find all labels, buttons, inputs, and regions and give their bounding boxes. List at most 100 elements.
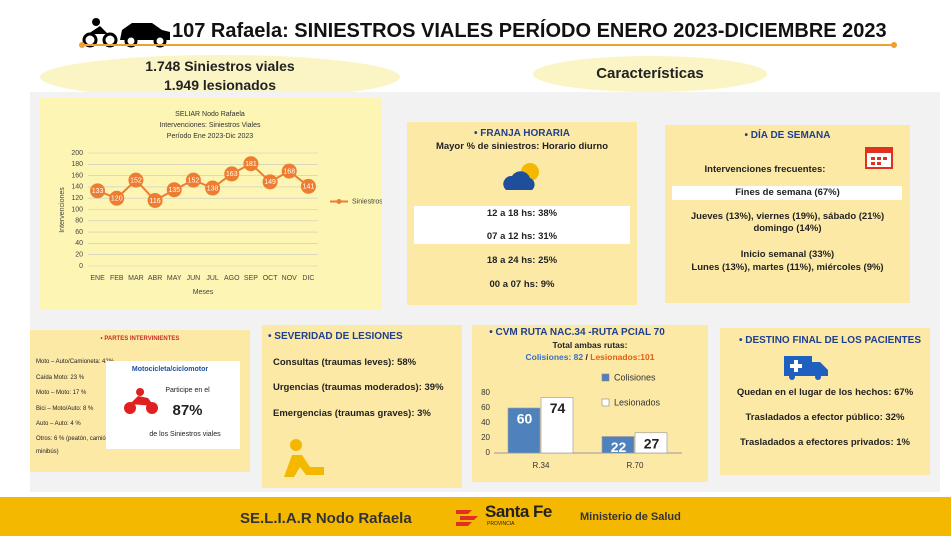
chart-title: SELIAR Nodo Rafaela [175,111,245,118]
data-label: 135 [168,187,180,194]
y-tick-label: 20 [75,252,83,259]
data-label: 163 [226,171,238,178]
ambulance-icon [784,356,828,380]
destination-item: Trasladados a efector público: 32% [745,412,905,423]
calendar-icon [865,147,893,169]
highlight-row [672,186,902,200]
data-point [300,178,316,194]
summary-line: 1.748 Siniestros viales [145,58,295,74]
data-label: 181 [245,161,257,168]
x-axis-label: Meses [193,289,214,296]
bar [507,407,541,454]
y-tick-label: 140 [71,184,83,191]
callout-value: 87% [172,402,203,419]
x-tick-label: R.34 [533,461,550,470]
y-tick-label: 60 [481,403,490,412]
data-point [281,163,297,179]
destination-item: Trasladados a efectores privados: 1% [739,437,911,448]
severity-item: Consultas (traumas leves): 58% [273,357,417,368]
data-point [205,180,221,196]
ambulance [789,374,795,380]
line-chart: SELIAR Nodo Rafaela Intervenciones: Sini… [59,111,382,296]
data-label: 22 [611,439,627,455]
y-tick-label: 20 [481,433,490,442]
data-label: 141 [303,184,315,191]
legend-label: Siniestros Viales [352,198,382,205]
footer-logo: Santa Fe [485,502,552,521]
parties-list: Moto – Auto/Camioneta: 42% Caída Moto: 2… [36,355,116,459]
section-subtitle: Mayor % de siniestros: Horario diurno [435,141,609,152]
footer-ministry: Ministerio de Salud [580,511,681,523]
severity-item: Emergencias (traumas graves): 3% [273,408,431,419]
person [290,439,302,451]
x-tick-label: DIC [302,275,314,282]
line-chart-box [40,98,382,310]
injury-icon [284,439,324,477]
x-tick-label: R.70 [627,461,644,470]
hour-item: 00 a 07 hs: 9% [489,279,555,290]
weekday-item: Inicio semanal (33%) [740,249,835,260]
callout-text: Participe en el [165,387,210,394]
x-tick-label: MAR [128,275,144,282]
summary: 1.748 Siniestros viales 1.949 lesionados [40,57,400,95]
cloud [503,171,535,190]
hour-item: 18 a 24 hs: 25% [486,255,558,266]
x-tick-label: OCT [263,275,279,282]
y-tick-label: 60 [75,229,83,236]
bar-chart-box [472,325,708,482]
weekday-item: Jueves (13%), viernes (19%), sábado (21%… [690,211,885,234]
section-title: • PARTES INTERVINIENTES [100,336,180,342]
santa-fe-logo [456,510,478,526]
chart-title: • CVM RUTA NAC.34 -RUTA PCIAL 70 [489,327,665,338]
x-tick-label: SEP [244,275,258,282]
x-tick-label: FEB [110,275,124,282]
data-label: 60 [517,411,533,427]
data-label: 168 [283,168,295,175]
x-tick-label: JUN [187,275,201,282]
data-point [128,172,144,188]
footer-logo-sub: PROVINCIA [487,521,515,527]
legend-label: Colisiones [614,372,656,382]
moto [124,402,136,414]
data-point [185,172,201,188]
section-title: • DESTINO FINAL DE LOS PACIENTES [738,335,922,346]
summary-line: 1.949 lesionados [163,77,277,93]
footer-name: SE.L.I.A.R Nodo Rafaela [240,510,412,527]
x-tick-label: JUL [206,275,219,282]
callout-text: de los Siniestros viales [149,431,221,438]
y-tick-label: 100 [71,206,83,213]
y-tick-label: 120 [71,195,83,202]
data-label: 120 [111,196,123,203]
hour-item: 12 a 18 hs: 38% [486,208,558,219]
y-tick-label: 0 [486,448,491,457]
section-title: • DÍA DE SEMANA [744,130,831,141]
logo-mark [456,510,478,526]
weekday-item: Lunes (13%), martes (11%), miércoles (9%… [691,262,884,273]
header-title: 107 Rafaela: SINIESTROS VIALES PERÍODO E… [172,20,887,42]
totals-part: Colisiones: 82 [525,352,584,362]
totals-part: / [585,352,588,362]
y-axis-label: Intervenciones [59,187,66,233]
y-tick-label: 180 [71,161,83,168]
parties-item: Moto – Auto/Camioneta: 42% [36,359,115,365]
chart-subtitle: Período Ene 2023-Dic 2023 [167,133,253,140]
legend-swatch [601,398,610,407]
parties-item: Moto – Moto: 17 % [36,390,87,396]
data-label: 74 [550,400,566,416]
section-title: • SEVERIDAD DE LESIONES [268,331,403,342]
weekday-intro: Intervenciones frecuentes: [704,164,826,175]
moto-icon [88,18,108,34]
legend-swatch [601,373,610,382]
parties-item: Bici – Moto/Auto: 8 % [36,405,94,412]
summary-ellipse [40,55,400,99]
parties-item: Otros: 6 % (peatón, camión, minibús) [36,435,111,455]
y-tick-label: 0 [79,263,83,270]
bar [601,436,635,454]
data-label: 149 [264,179,276,186]
data-point [166,182,182,198]
legend-swatch [336,199,342,204]
y-tick-label: 40 [481,418,490,427]
data-point [90,183,106,199]
destination-item: Quedan en el lugar de los hechos: 67% [736,387,914,398]
